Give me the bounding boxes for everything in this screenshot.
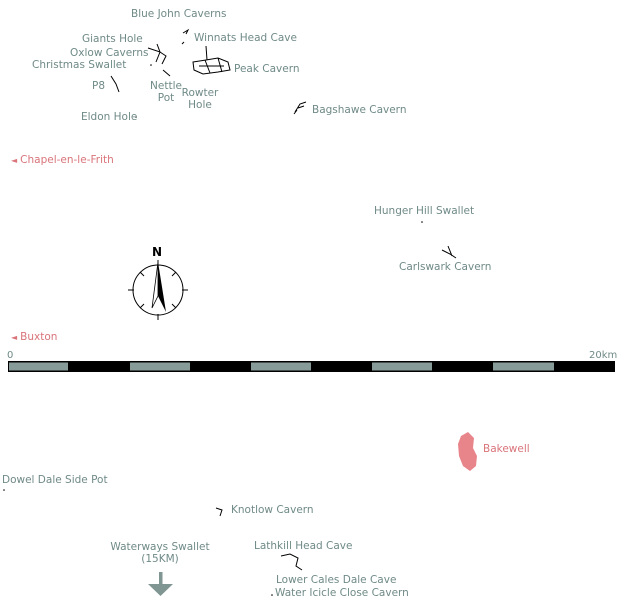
- label-rowter-hole: Rowter Hole: [180, 87, 220, 111]
- dowel-dale-marker: [3, 489, 5, 491]
- town-chapel-label: Chapel-en-le-Frith: [20, 154, 114, 166]
- scale-bar: [8, 361, 615, 372]
- town-chapel-en-le-frith: ◄ Chapel-en-le-Frith: [11, 154, 114, 167]
- scale-start-label: 0: [7, 350, 14, 361]
- blue-john-survey: [181, 28, 190, 45]
- peak-cavern-survey: [192, 45, 231, 75]
- town-bakewell: Bakewell: [483, 443, 530, 455]
- p8-survey: [110, 75, 120, 93]
- left-arrow-icon: ◄: [11, 333, 18, 342]
- eldon-hole-marker: [135, 116, 137, 118]
- label-nettle-pot-line2: Pot: [157, 92, 175, 104]
- label-nettle-pot-line1: Nettle: [150, 80, 182, 92]
- label-rowter-hole-line1: Rowter: [181, 87, 219, 99]
- label-oxlow-caverns: Oxlow Caverns: [70, 47, 149, 59]
- hunger-hill-marker: [421, 221, 423, 223]
- waterways-down-arrow: [148, 572, 173, 596]
- label-hunger-hill-swallet: Hunger Hill Swallet: [374, 205, 475, 217]
- label-giants-hole: Giants Hole: [82, 33, 143, 45]
- bagshawe-survey: [293, 101, 307, 115]
- label-bagshawe-cavern: Bagshawe Cavern: [312, 104, 407, 116]
- label-dowel-dale-side-pot: Dowel Dale Side Pot: [2, 474, 108, 486]
- label-waterways-swallet: Waterways Swallet (15KM): [104, 541, 216, 565]
- label-waterways-swallet-line1: Waterways Swallet: [110, 541, 210, 553]
- label-winnats-head-cave: Winnats Head Cave: [194, 32, 297, 44]
- label-rowter-hole-line2: Hole: [188, 99, 212, 111]
- bakewell-town-area: [458, 432, 477, 471]
- label-p8: P8: [92, 80, 106, 92]
- label-lathkill-head-cave: Lathkill Head Cave: [254, 540, 353, 552]
- label-knotlow-cavern: Knotlow Cavern: [231, 504, 314, 516]
- giants-oxlow-survey: [147, 43, 171, 77]
- left-arrow-icon: ◄: [11, 156, 18, 165]
- water-icicle-marker: [271, 594, 273, 596]
- label-waterways-distance: (15KM): [141, 553, 179, 565]
- label-blue-john-caverns: Blue John Caverns: [131, 8, 227, 20]
- town-buxton: ◄ Buxton: [11, 331, 57, 344]
- label-water-icicle-close-cavern: Water Icicle Close Cavern: [275, 587, 409, 599]
- knotlow-survey: [215, 507, 223, 517]
- compass-rose: [128, 260, 188, 320]
- label-eldon-hole: Eldon Hole: [81, 111, 138, 123]
- town-buxton-label: Buxton: [20, 331, 58, 343]
- lathkill-survey: [280, 553, 303, 571]
- label-peak-cavern: Peak Cavern: [234, 63, 300, 75]
- christmas-swallet-marker: [150, 64, 152, 66]
- compass-north-letter: N: [152, 245, 163, 259]
- label-nettle-pot: Nettle Pot: [148, 80, 184, 104]
- carlswark-survey: [441, 245, 457, 259]
- label-carlswark-cavern: Carlswark Cavern: [399, 261, 492, 273]
- label-lower-cales-dale-cave: Lower Cales Dale Cave: [276, 574, 397, 586]
- scale-end-label: 20km: [589, 350, 618, 361]
- label-christmas-swallet: Christmas Swallet: [32, 59, 127, 71]
